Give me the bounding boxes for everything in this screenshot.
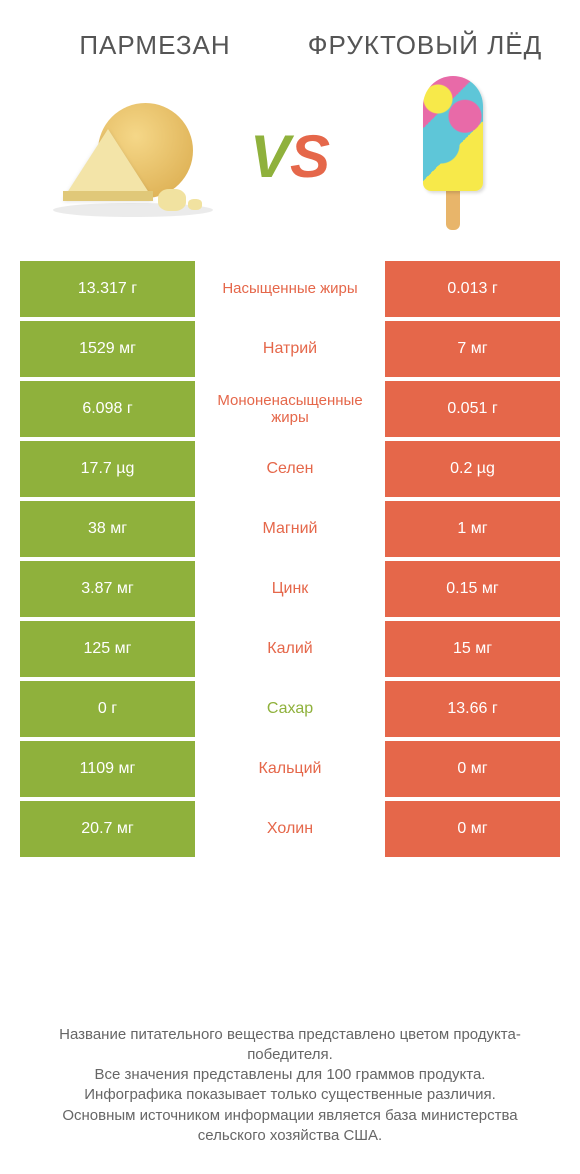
cell-label: Мононенасыщенные жиры <box>195 381 385 437</box>
footer-line: Инфографика показывает только существенн… <box>28 1085 552 1105</box>
cell-left: 6.098 г <box>20 381 195 437</box>
table-row: 20.7 мгХолин0 мг <box>20 801 560 857</box>
cell-right: 0.051 г <box>385 381 560 437</box>
title-left: ПАРМЕЗАН <box>20 30 290 61</box>
cell-label: Селен <box>195 441 385 497</box>
footer-line: Название питательного вещества представл… <box>28 1025 552 1066</box>
cell-right: 0 мг <box>385 801 560 857</box>
cell-right: 1 мг <box>385 501 560 557</box>
footer-line: Основным источником информации является … <box>28 1106 552 1147</box>
comparison-table: 13.317 гНасыщенные жиры0.013 г1529 мгНат… <box>0 261 580 857</box>
title-right: ФРУКТОВЫЙ ЛЁД <box>290 30 560 61</box>
cell-right: 7 мг <box>385 321 560 377</box>
cell-left: 0 г <box>20 681 195 737</box>
table-row: 13.317 гНасыщенные жиры0.013 г <box>20 261 560 317</box>
vs-label: VS <box>235 122 345 191</box>
table-row: 0 гСахар13.66 г <box>20 681 560 737</box>
cell-right: 0.2 µg <box>385 441 560 497</box>
cell-right: 0.013 г <box>385 261 560 317</box>
cell-label: Калий <box>195 621 385 677</box>
product-image-right <box>345 81 560 231</box>
footer-notes: Название питательного вещества представл… <box>0 1025 580 1147</box>
cell-right: 15 мг <box>385 621 560 677</box>
cell-left: 3.87 мг <box>20 561 195 617</box>
cell-label: Натрий <box>195 321 385 377</box>
cell-label: Цинк <box>195 561 385 617</box>
table-row: 6.098 гМононенасыщенные жиры0.051 г <box>20 381 560 437</box>
cell-label: Сахар <box>195 681 385 737</box>
header: ПАРМЕЗАН ФРУКТОВЫЙ ЛЁД <box>0 0 580 71</box>
table-row: 125 мгКалий15 мг <box>20 621 560 677</box>
cell-left: 17.7 µg <box>20 441 195 497</box>
vs-s: S <box>290 123 330 190</box>
cell-label: Насыщенные жиры <box>195 261 385 317</box>
cell-left: 1529 мг <box>20 321 195 377</box>
cell-label: Кальций <box>195 741 385 797</box>
cell-right: 0.15 мг <box>385 561 560 617</box>
cell-label: Холин <box>195 801 385 857</box>
vs-v: V <box>250 123 290 190</box>
cell-left: 125 мг <box>20 621 195 677</box>
table-row: 1109 мгКальций0 мг <box>20 741 560 797</box>
cell-right: 0 мг <box>385 741 560 797</box>
cell-label: Магний <box>195 501 385 557</box>
table-row: 3.87 мгЦинк0.15 мг <box>20 561 560 617</box>
cell-left: 38 мг <box>20 501 195 557</box>
cell-left: 1109 мг <box>20 741 195 797</box>
cell-left: 20.7 мг <box>20 801 195 857</box>
cheese-icon <box>43 91 213 221</box>
table-row: 1529 мгНатрий7 мг <box>20 321 560 377</box>
popsicle-icon <box>408 76 498 236</box>
vs-row: VS <box>0 71 580 261</box>
cell-right: 13.66 г <box>385 681 560 737</box>
table-row: 38 мгМагний1 мг <box>20 501 560 557</box>
cell-left: 13.317 г <box>20 261 195 317</box>
product-image-left <box>20 81 235 231</box>
footer-line: Все значения представлены для 100 граммо… <box>28 1065 552 1085</box>
table-row: 17.7 µgСелен0.2 µg <box>20 441 560 497</box>
